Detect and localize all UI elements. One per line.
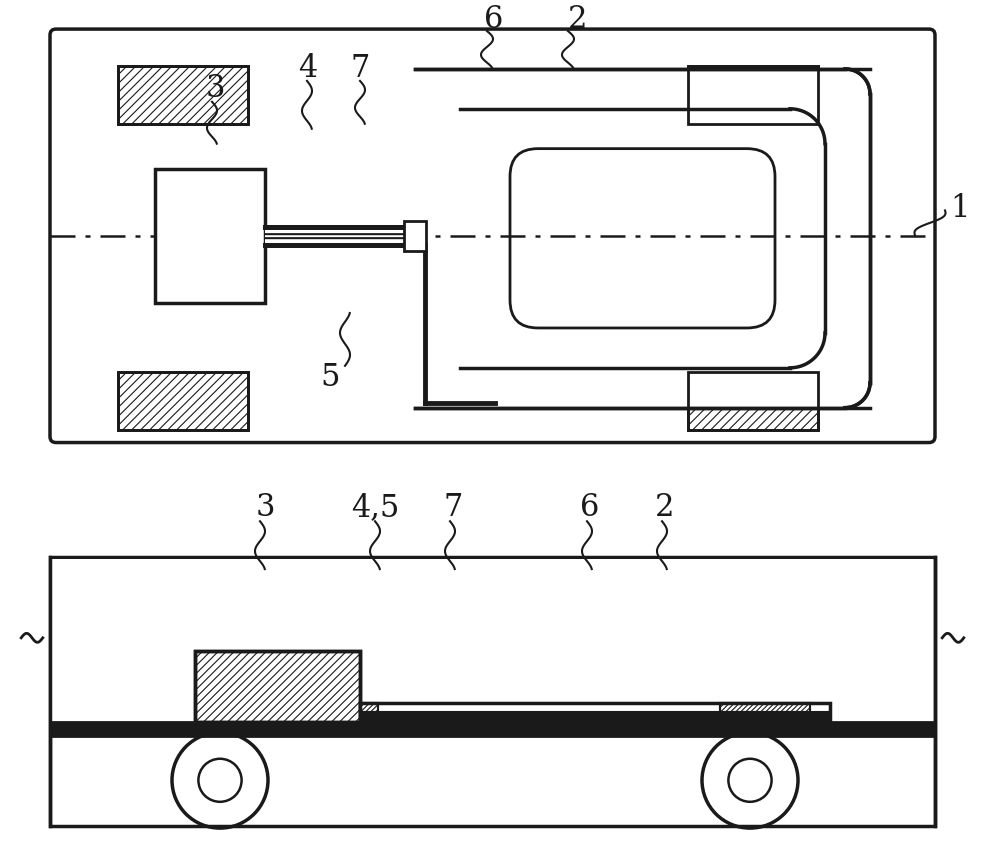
Bar [118, 66, 248, 124]
Bar [50, 557, 935, 826]
Bar [688, 66, 818, 124]
Text: 4,5: 4,5 [351, 492, 399, 523]
Bar [195, 651, 360, 722]
Bar [360, 711, 830, 722]
Text: 2: 2 [568, 3, 588, 34]
Text: 7: 7 [443, 492, 463, 523]
Bar [720, 703, 810, 711]
Bar [688, 66, 818, 124]
Bar [118, 66, 248, 124]
Bar [360, 703, 830, 711]
Text: 4: 4 [298, 53, 318, 85]
Bar [118, 372, 248, 430]
Text: 7: 7 [350, 53, 370, 85]
Bar [415, 69, 870, 407]
Bar [52, 559, 933, 722]
Bar [155, 169, 265, 303]
Bar [688, 372, 818, 430]
Bar [195, 651, 360, 722]
Bar [360, 703, 378, 711]
Bar [360, 703, 830, 722]
Text: 6: 6 [484, 3, 504, 34]
Bar [50, 722, 935, 736]
Text: 6: 6 [580, 492, 600, 523]
Bar [688, 372, 818, 430]
Bar [360, 703, 378, 711]
Text: 3: 3 [255, 492, 275, 523]
Text: 1: 1 [950, 193, 970, 224]
Bar [118, 372, 248, 430]
Bar [265, 228, 415, 246]
FancyBboxPatch shape [50, 29, 935, 443]
Text: 3: 3 [205, 74, 225, 104]
Bar [720, 703, 810, 711]
Bar [404, 222, 426, 252]
Text: 5: 5 [320, 362, 340, 393]
Text: 2: 2 [655, 492, 675, 523]
